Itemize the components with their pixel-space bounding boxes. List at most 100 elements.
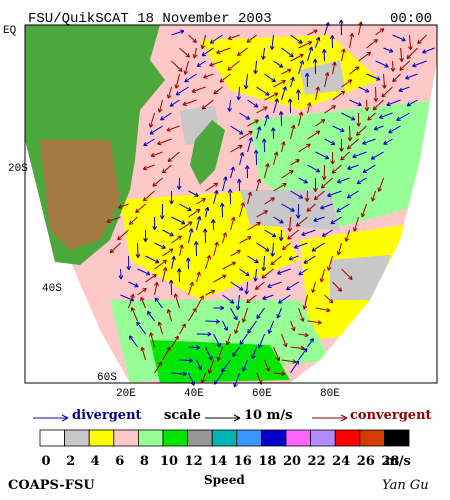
wind-arrow xyxy=(188,34,197,43)
wind-arrow xyxy=(118,203,129,209)
wind-arrow xyxy=(225,333,232,346)
wind-vectors xyxy=(106,19,435,388)
wind-arrow xyxy=(185,257,191,270)
wind-arrow xyxy=(352,151,367,159)
wind-arrow xyxy=(270,242,276,257)
wind-arrow xyxy=(239,268,250,277)
wind-arrow xyxy=(370,151,384,160)
wind-arrow xyxy=(287,98,293,114)
wind-arrow xyxy=(261,255,267,272)
wind-arrow xyxy=(246,34,257,43)
wind-arrow xyxy=(210,219,216,231)
wind-arrow xyxy=(422,47,435,54)
wind-arrow xyxy=(346,190,359,199)
wind-arrow xyxy=(352,216,360,232)
wind-arrow xyxy=(278,229,284,242)
wind-arrow xyxy=(281,47,294,58)
wind-arrow xyxy=(162,164,172,174)
wind-arrow xyxy=(295,216,308,227)
wind-arrow xyxy=(264,114,270,127)
wind-arrow xyxy=(280,141,286,153)
wind-arrow xyxy=(298,268,308,276)
colorbar-swatch xyxy=(334,429,361,447)
wind-arrow xyxy=(390,60,396,72)
wind-arrow xyxy=(171,335,179,348)
wind-arrow xyxy=(128,216,138,226)
wind-arrow xyxy=(324,294,334,304)
wind-arrow xyxy=(301,229,316,237)
wind-arrow xyxy=(306,203,316,212)
wind-arrow xyxy=(349,99,362,107)
wind-arrow xyxy=(147,310,155,322)
wind-arrow xyxy=(247,221,261,231)
wind-arrow xyxy=(358,51,372,62)
wind-arrow xyxy=(166,308,173,322)
wind-arrow xyxy=(118,268,124,280)
wind-arrow xyxy=(366,39,378,49)
wind-arrow xyxy=(184,73,197,83)
wind-arrow xyxy=(298,332,309,338)
wind-arrow xyxy=(157,321,164,335)
wind-arrow xyxy=(149,332,156,348)
wind-arrow xyxy=(219,202,225,218)
wind-arrow xyxy=(307,164,321,173)
wind-arrow xyxy=(336,177,350,184)
wind-arrow xyxy=(216,47,231,55)
wind-arrow xyxy=(273,60,284,68)
lon-label: 60E xyxy=(252,388,272,400)
wind-arrow xyxy=(276,307,283,319)
wind-arrow xyxy=(331,164,342,174)
wind-arrow xyxy=(281,242,291,251)
wind-arrow xyxy=(392,73,401,83)
wind-arrow xyxy=(288,255,299,261)
wind-arrow xyxy=(137,268,151,276)
wind-arrow xyxy=(277,294,291,304)
wind-arrow xyxy=(293,242,308,249)
wind-arrow xyxy=(179,244,184,257)
wind-arrow xyxy=(136,321,146,335)
wind-arrow xyxy=(205,289,216,296)
wind-arrow xyxy=(311,242,325,252)
wind-arrow xyxy=(128,293,135,309)
colorbar-tick-label: 2 xyxy=(66,454,75,469)
wind-arrow xyxy=(273,80,286,88)
wind-arrow xyxy=(324,72,330,88)
wind-arrow xyxy=(273,346,281,362)
wind-arrow xyxy=(256,126,262,140)
wind-arrow xyxy=(290,360,300,374)
wind-arrow xyxy=(256,86,270,96)
wind-arrow xyxy=(406,47,418,60)
wind-arrow xyxy=(191,86,206,93)
wind-arrow xyxy=(290,345,305,351)
wind-arrow xyxy=(145,255,160,264)
colorbar-swatch xyxy=(285,429,312,447)
wind-arrow xyxy=(315,86,320,101)
wind-arrow xyxy=(326,255,334,271)
colorbar-tick-label: 22 xyxy=(308,454,326,469)
wind-arrow xyxy=(399,47,404,62)
title: FSU/QuikSCAT 18 November 2003 xyxy=(28,11,272,27)
wind-arrow xyxy=(230,249,241,257)
wind-arrow xyxy=(347,164,359,171)
colorbar-swatch xyxy=(211,429,238,447)
lon-label: 80E xyxy=(320,388,340,400)
lat-label: 40S xyxy=(42,283,62,295)
wind-arrow xyxy=(388,125,401,134)
wind-arrow xyxy=(383,47,394,53)
wind-arrow xyxy=(179,358,194,363)
wind-arrow xyxy=(188,307,197,322)
wind-arrow xyxy=(362,138,376,145)
wind-arrow xyxy=(366,73,381,81)
colorbar-tick-label: 6 xyxy=(115,454,124,469)
wind-arrow xyxy=(179,203,192,212)
wind-arrow xyxy=(196,198,206,205)
wind-arrow xyxy=(203,73,214,79)
wind-arrow xyxy=(213,274,227,283)
wind-arrow xyxy=(307,337,314,348)
wind-arrow xyxy=(332,125,345,133)
wind-arrow xyxy=(306,102,312,114)
wind-arrow xyxy=(304,190,310,202)
lat-label: EQ xyxy=(3,25,17,37)
wind-arrow xyxy=(364,99,370,112)
wind-arrow xyxy=(340,151,350,161)
